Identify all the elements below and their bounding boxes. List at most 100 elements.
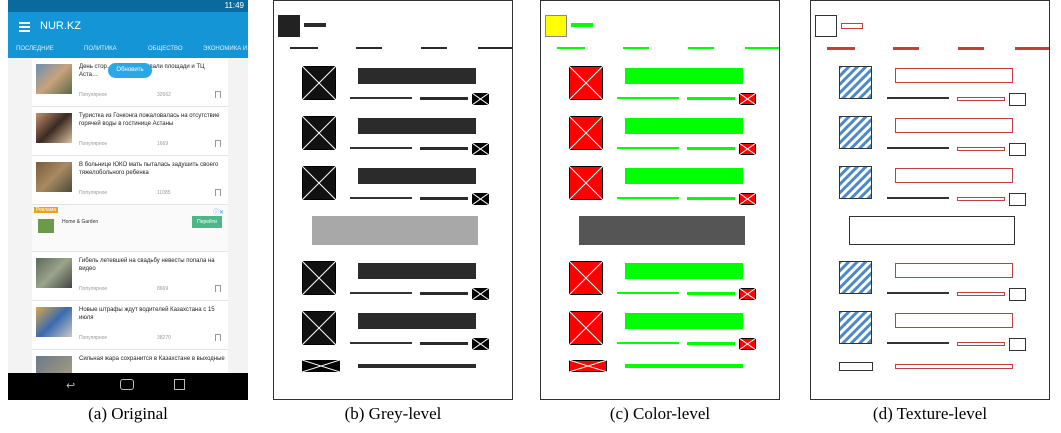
bookmark-icon[interactable] [215, 334, 221, 341]
original-panel: 11:49 NUR.KZ ПОСЛЕДНИЕ ПОЛИТИКА ОБЩЕСТВО… [8, 0, 248, 400]
ad-banner-placeholder [849, 216, 1015, 245]
tab-placeholder-3 [745, 47, 779, 49]
bookmark-icon[interactable] [215, 140, 221, 147]
tag-placeholder [350, 147, 412, 149]
thumbnail-placeholder [302, 166, 336, 200]
bookmark-placeholder [739, 338, 756, 350]
list-item[interactable]: Гибель летевшей на свадьбу невесты попал… [32, 252, 228, 301]
list-item[interactable]: В больнице ЮКО мать пыталась задушить св… [32, 156, 228, 205]
bookmark-placeholder [1009, 338, 1026, 351]
title-placeholder [895, 118, 1013, 133]
texture-level-panel [810, 0, 1050, 400]
views-placeholder [957, 97, 1005, 101]
news-title: Гибель летевшей на свадьбу невесты попал… [79, 258, 215, 272]
news-title: Сильная жара сохранится в Казахстане в в… [79, 356, 225, 362]
tab-politics[interactable]: ПОЛИТИКА [84, 46, 117, 52]
tab-placeholder-3 [478, 47, 512, 49]
tag-placeholder [350, 197, 412, 199]
news-title: Туристка из Гонконга пожаловалась на отс… [79, 113, 220, 127]
title-placeholder [358, 168, 476, 184]
thumbnail-placeholder [302, 66, 336, 100]
tag-placeholder [617, 197, 679, 199]
tag-placeholder [887, 147, 949, 149]
bookmark-icon[interactable] [215, 285, 221, 292]
title-placeholder [358, 364, 476, 368]
app-title: NUR.KZ [40, 20, 81, 32]
list-item[interactable]: Туристка из Гонконга пожаловалась на отс… [32, 107, 228, 156]
news-thumbnail [36, 113, 72, 143]
views-placeholder [420, 97, 468, 100]
news-tag: Популярное [79, 286, 108, 292]
header-logo-block [545, 15, 567, 37]
bookmark-icon[interactable] [215, 189, 221, 196]
ad-cta-button[interactable]: Перейти [192, 216, 222, 228]
ad-item[interactable]: Реклама ⓘ✕ Home & Garden Перейти [32, 205, 228, 252]
thumbnail-placeholder [569, 66, 603, 100]
bookmark-placeholder [739, 143, 756, 155]
tag-placeholder [887, 197, 949, 199]
header-title-block [304, 23, 326, 27]
tab-placeholder-3 [1015, 47, 1049, 50]
tab-placeholder-0 [557, 47, 585, 49]
tag-placeholder [617, 147, 679, 149]
thumbnail-placeholder [569, 311, 603, 345]
news-thumbnail [36, 258, 72, 288]
tab-placeholder-1 [623, 47, 649, 49]
title-placeholder [895, 364, 1013, 369]
menu-icon[interactable] [19, 22, 30, 32]
bookmark-placeholder [472, 288, 489, 300]
views-placeholder [420, 147, 468, 150]
tab-placeholder-0 [290, 47, 318, 49]
home-icon[interactable] [120, 379, 134, 390]
view-count: 1669 [157, 141, 169, 147]
title-placeholder [625, 263, 743, 279]
grey-level-panel [273, 0, 513, 400]
tab-latest[interactable]: ПОСЛЕДНИЕ [16, 46, 54, 52]
bookmark-placeholder [472, 338, 489, 350]
thumbnail-placeholder [839, 66, 872, 99]
ad-name: Home & Garden [62, 219, 99, 225]
tab-economy[interactable]: ЭКОНОМИКА И [203, 46, 248, 52]
tab-bar: ПОСЛЕДНИЕ ПОЛИТИКА ОБЩЕСТВО ЭКОНОМИКА И [8, 42, 248, 58]
refresh-button[interactable]: Обновить [108, 63, 152, 78]
bookmark-placeholder [1009, 93, 1026, 106]
tab-placeholder-1 [893, 47, 919, 50]
title-placeholder [625, 68, 743, 84]
ad-banner-placeholder [579, 216, 745, 245]
title-placeholder [625, 168, 743, 184]
thumbnail-placeholder [302, 261, 336, 295]
tag-placeholder [887, 342, 949, 344]
tab-society[interactable]: ОБЩЕСТВО [148, 46, 183, 52]
caption-texture-level: (d) Texture-level [872, 404, 988, 423]
bookmark-placeholder [472, 143, 489, 155]
color-level-panel [540, 0, 780, 400]
bookmark-placeholder [739, 193, 756, 205]
header-title-block [841, 23, 863, 29]
ad-close-icon[interactable]: ⓘ✕ [212, 210, 224, 216]
title-placeholder [358, 118, 476, 134]
header-logo-block [278, 15, 300, 37]
recents-icon[interactable] [174, 379, 185, 390]
view-count: 11085 [157, 190, 171, 196]
title-placeholder [895, 68, 1013, 83]
views-placeholder [957, 292, 1005, 296]
tag-placeholder [887, 97, 949, 99]
tab-placeholder-2 [958, 47, 984, 50]
news-tag: Популярное [79, 190, 108, 196]
list-item[interactable]: Новые штрафы ждут водителей Казахстана с… [32, 301, 228, 350]
title-placeholder [625, 118, 743, 134]
bookmark-placeholder [1009, 288, 1026, 301]
views-placeholder [687, 292, 735, 295]
ad-banner-placeholder [312, 216, 478, 245]
system-nav-bar: ↩ [8, 373, 248, 400]
title-placeholder [625, 313, 743, 329]
views-placeholder [957, 197, 1005, 201]
news-title: Новые штрафы ждут водителей Казахстана с… [79, 307, 215, 321]
bookmark-icon[interactable] [215, 91, 221, 98]
title-placeholder [358, 68, 476, 84]
news-thumbnail [36, 64, 72, 94]
tag-placeholder [617, 292, 679, 294]
back-icon[interactable]: ↩ [66, 380, 76, 392]
news-list: День стор… людей атаковали площади и ТЦ … [32, 58, 228, 398]
views-placeholder [687, 97, 735, 100]
